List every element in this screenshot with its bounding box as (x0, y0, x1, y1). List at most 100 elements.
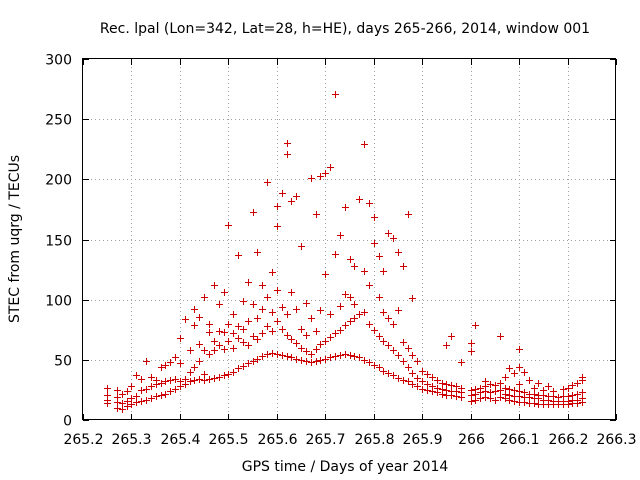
data-point (230, 369, 237, 376)
y-axis-label: STEC from uqrg / TECUs (7, 155, 23, 323)
data-point (177, 378, 184, 385)
data-point (516, 388, 523, 395)
data-point (574, 391, 581, 398)
data-point (259, 282, 266, 289)
data-point (376, 333, 383, 340)
data-point (448, 333, 455, 340)
data-point (293, 193, 300, 200)
data-point (468, 387, 475, 394)
data-point (366, 200, 373, 207)
data-point (206, 321, 213, 328)
data-point (269, 350, 276, 357)
data-point (124, 388, 131, 395)
data-point (269, 309, 276, 316)
x-axis-label: GPS time / Days of year 2014 (242, 459, 449, 475)
data-point (356, 311, 363, 318)
data-point (279, 190, 286, 197)
data-point (434, 385, 441, 392)
data-point (385, 342, 392, 349)
data-point (400, 339, 407, 346)
data-point (221, 346, 228, 353)
data-point (560, 386, 567, 393)
data-point (274, 223, 281, 230)
data-point (380, 338, 387, 345)
data-point (361, 309, 368, 316)
data-point (380, 268, 387, 275)
data-point (153, 377, 160, 384)
data-point (337, 232, 344, 239)
data-point (114, 394, 121, 401)
data-point (128, 401, 135, 408)
data-point (443, 387, 450, 394)
data-point (409, 381, 416, 388)
data-point (313, 211, 320, 218)
data-point (342, 351, 349, 358)
data-point (308, 315, 315, 322)
data-point (327, 164, 334, 171)
data-point (531, 385, 538, 392)
data-point (216, 301, 223, 308)
data-point (477, 395, 484, 402)
data-point (162, 391, 169, 398)
data-point (133, 372, 140, 379)
data-point (347, 294, 354, 301)
data-point (303, 332, 310, 339)
data-point (269, 328, 276, 335)
data-point (172, 386, 179, 393)
data-point (531, 391, 538, 398)
data-point (540, 387, 547, 394)
data-point (380, 368, 387, 375)
data-point (288, 198, 295, 205)
data-point (579, 389, 586, 396)
data-point (279, 326, 286, 333)
data-point (409, 295, 416, 302)
data-point (395, 375, 402, 382)
data-point (254, 249, 261, 256)
data-point (279, 304, 286, 311)
data-point (162, 378, 169, 385)
data-point (284, 311, 291, 318)
data-point (400, 358, 407, 365)
data-point (254, 336, 261, 343)
data-point (516, 381, 523, 388)
data-point (284, 151, 291, 158)
data-point (158, 392, 165, 399)
data-point (390, 347, 397, 354)
data-point (240, 326, 247, 333)
data-point (579, 374, 586, 381)
data-point (221, 372, 228, 379)
data-point (322, 356, 329, 363)
data-point (555, 394, 562, 401)
data-point (434, 377, 441, 384)
data-point (187, 378, 194, 385)
data-point (502, 374, 509, 381)
data-point (264, 294, 271, 301)
data-point (322, 170, 329, 177)
data-point (429, 383, 436, 390)
data-point (259, 330, 266, 337)
y-tick-label: 100 (45, 294, 72, 310)
data-point (506, 365, 513, 372)
data-point (472, 397, 479, 404)
data-point (138, 387, 145, 394)
data-point (414, 358, 421, 365)
data-point (264, 179, 271, 186)
data-point (468, 398, 475, 405)
data-point (376, 253, 383, 260)
data-point (351, 315, 358, 322)
data-point (371, 214, 378, 221)
data-point (235, 335, 242, 342)
data-point (308, 175, 315, 182)
data-point (351, 263, 358, 270)
data-point (230, 330, 237, 337)
data-point (211, 375, 218, 382)
data-point (405, 345, 412, 352)
data-point (366, 359, 373, 366)
data-point (332, 353, 339, 360)
data-point (332, 330, 339, 337)
data-point (482, 378, 489, 385)
data-point (201, 377, 208, 384)
data-point (409, 370, 416, 377)
data-point (443, 342, 450, 349)
data-point (579, 395, 586, 402)
